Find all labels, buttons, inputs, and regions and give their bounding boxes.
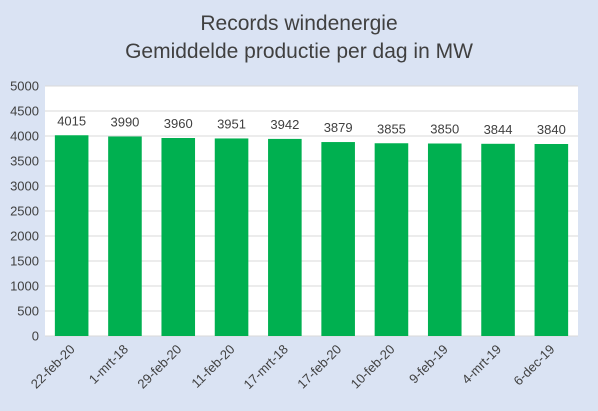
data-label: 3840 xyxy=(537,122,566,137)
bar-17-mrt-18 xyxy=(268,138,302,336)
y-tick-label: 500 xyxy=(17,304,39,319)
x-category-label: 11-feb-20 xyxy=(188,342,237,391)
y-tick-label: 3000 xyxy=(10,179,39,194)
y-tick-label: 5000 xyxy=(10,79,39,94)
x-category-label: 17-mrt-18 xyxy=(241,342,291,392)
x-category-label: 29-feb-20 xyxy=(134,342,184,392)
chart-title: Records windenergie xyxy=(200,12,398,35)
bar-11-feb-20 xyxy=(214,138,249,336)
bar-4-mrt-19 xyxy=(481,143,515,336)
data-labels: 4015 3990 3960 3951 3942 3879 3855 3850 3844 3840 xyxy=(57,113,566,137)
y-tick-label: 1000 xyxy=(10,279,39,294)
chart-subtitle: Gemiddelde productie per dag in MW xyxy=(125,40,473,63)
x-category-label: 17-feb-20 xyxy=(294,342,344,392)
y-tick-label: 2000 xyxy=(10,229,39,244)
data-label: 3990 xyxy=(110,115,139,130)
data-label: 3850 xyxy=(430,122,459,137)
data-label: 3942 xyxy=(270,117,299,132)
y-axis-ticks: 0 500 1000 1500 2000 2500 3000 3500 4000 4500 5000 xyxy=(10,79,39,344)
bar-10-feb-20 xyxy=(374,143,409,336)
x-category-label: 1-mrt-18 xyxy=(86,342,131,387)
bar-1-mrt-18 xyxy=(108,136,142,336)
data-label: 3844 xyxy=(484,122,513,137)
y-tick-label: 0 xyxy=(32,329,39,344)
bar-22-feb-20 xyxy=(54,135,89,336)
data-label: 3960 xyxy=(164,116,193,131)
bar-17-feb-20 xyxy=(321,142,355,336)
y-tick-label: 1500 xyxy=(10,254,39,269)
chart-title-block: Records windenergie Gemiddelde productie… xyxy=(0,10,598,66)
x-category-label: 9-feb-19 xyxy=(406,342,451,387)
y-tick-label: 4500 xyxy=(10,104,39,119)
y-tick-label: 4000 xyxy=(10,129,39,144)
bar-29-feb-20 xyxy=(161,138,196,336)
x-axis-categories: 22-feb-20 1-mrt-18 29-feb-20 11-feb-20 17-mr… xyxy=(28,342,558,392)
y-tick-label: 2500 xyxy=(10,204,39,219)
bar-6-dec-19 xyxy=(534,144,569,336)
bars xyxy=(54,135,569,336)
y-tick-label: 3500 xyxy=(10,154,39,169)
x-category-label: 4-mrt-19 xyxy=(459,342,504,387)
data-label: 4015 xyxy=(57,113,86,128)
x-category-label: 6-dec-19 xyxy=(511,342,558,389)
x-category-label: 10-feb-20 xyxy=(348,342,398,392)
data-label: 3879 xyxy=(324,120,353,135)
x-category-label: 22-feb-20 xyxy=(28,342,78,392)
bar-9-feb-19 xyxy=(427,143,462,336)
data-label: 3855 xyxy=(377,121,406,136)
data-label: 3951 xyxy=(217,116,246,131)
